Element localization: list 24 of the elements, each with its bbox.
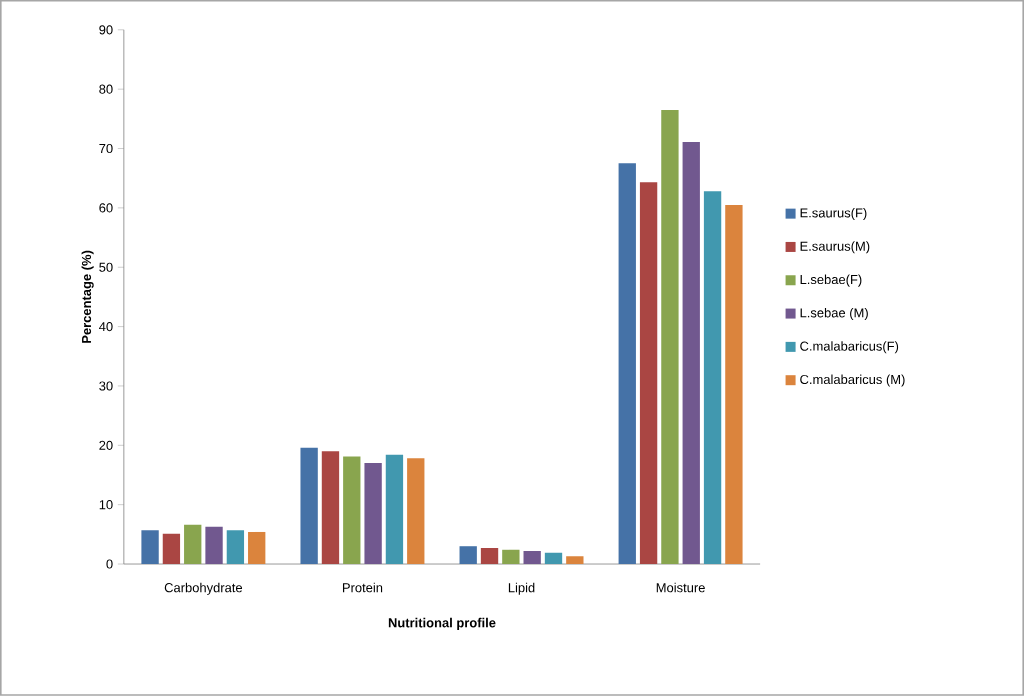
bar (205, 526, 223, 565)
bar (407, 458, 425, 565)
bar (703, 191, 722, 565)
bar (639, 182, 658, 565)
bar (459, 546, 477, 565)
bar (523, 551, 541, 565)
bar (141, 530, 159, 565)
bar (321, 451, 340, 565)
bar (248, 532, 266, 565)
bar (385, 454, 404, 565)
bar (184, 524, 202, 565)
bar (300, 447, 318, 565)
bar (226, 530, 245, 565)
bar (566, 556, 584, 565)
bar (162, 533, 181, 565)
bar (544, 552, 563, 565)
bar (343, 456, 361, 565)
bar (661, 110, 679, 565)
bar (502, 549, 520, 565)
bar (725, 204, 743, 565)
bar (364, 463, 382, 565)
bar (480, 548, 499, 565)
bar (618, 163, 636, 565)
bar (682, 142, 700, 565)
